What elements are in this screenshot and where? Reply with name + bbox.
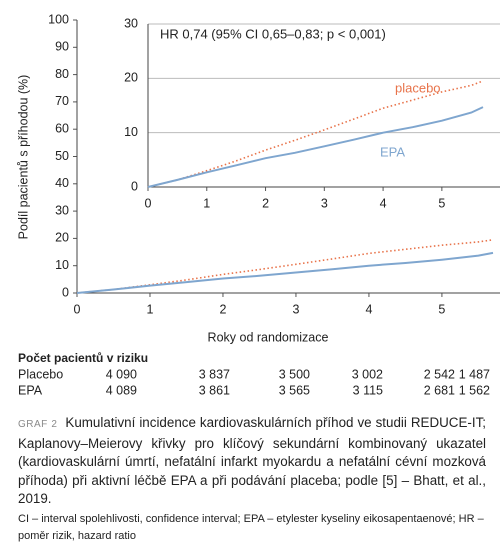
y-tick-label: 60	[55, 121, 69, 135]
footnote: CI – interval spolehlivosti, confidence …	[18, 513, 484, 542]
x-tick-label: 5	[438, 302, 445, 316]
x-tick-label: 4	[365, 302, 372, 316]
risk-cell: 1 562	[459, 383, 490, 397]
risk-cell: 3 565	[279, 383, 310, 397]
series-line	[147, 106, 484, 188]
y-axis-label: Podíl pacientů s příhodou (%)	[16, 75, 30, 240]
x-tick-label: 0	[145, 196, 152, 210]
risk-cell: 3 500	[279, 367, 310, 381]
y-tick-label: 30	[55, 203, 69, 217]
x-axis-label: Roky od randomizace	[208, 330, 329, 344]
x-tick-label: 1	[147, 302, 154, 316]
y-tick-label: 10	[55, 258, 69, 272]
y-tick-label: 80	[55, 67, 69, 81]
series-line	[76, 239, 494, 294]
risk-row-label: EPA	[18, 383, 43, 397]
y-tick-label: 100	[48, 12, 69, 26]
x-tick-label: 5	[438, 196, 445, 210]
caption-label: GRAF 2	[18, 419, 58, 430]
x-tick-label: 2	[262, 196, 269, 210]
annotation: HR 0,74 (95% CI 0,65–0,83; p < 0,001)	[160, 26, 386, 41]
y-tick-label: 50	[55, 149, 69, 163]
y-tick-label: 10	[124, 125, 138, 139]
risk-cell: 1 487	[459, 367, 490, 381]
x-tick-label: 0	[74, 302, 81, 316]
series-label: placebo	[395, 80, 441, 95]
risk-table-title: Počet pacientů v riziku	[18, 351, 148, 365]
chart: Podíl pacientů s příhodou (%) Roky od ra…	[16, 12, 500, 397]
y-tick-label: 20	[124, 71, 138, 85]
risk-cell: 4 090	[106, 367, 137, 381]
caption: GRAF 2 Kumulativní incidence kardiovaskul…	[18, 414, 486, 509]
risk-row-label: Placebo	[18, 367, 63, 381]
risk-cell: 3 861	[199, 383, 230, 397]
x-tick-label: 1	[203, 196, 210, 210]
series-line	[147, 80, 484, 188]
x-tick-label: 2	[219, 302, 226, 316]
x-tick-label: 3	[292, 302, 299, 316]
y-tick-label: 20	[55, 231, 69, 245]
risk-cell: 3 837	[199, 367, 230, 381]
risk-cell: 3 002	[352, 367, 383, 381]
series-line	[76, 251, 494, 294]
risk-cell: 4 089	[106, 383, 137, 397]
y-tick-label: 40	[55, 176, 69, 190]
y-tick-label: 30	[124, 16, 138, 30]
risk-cell: 2 542	[424, 367, 455, 381]
x-tick-label: 3	[321, 196, 328, 210]
y-tick-label: 0	[131, 179, 138, 193]
x-tick-label: 4	[380, 196, 387, 210]
y-tick-label: 70	[55, 94, 69, 108]
risk-cell: 3 115	[353, 383, 383, 397]
y-tick-label: 0	[62, 285, 69, 299]
caption-text: Kumulativní incidence kardiovaskulárních…	[18, 415, 486, 507]
risk-cell: 2 681	[424, 383, 455, 397]
series-label: EPA	[380, 144, 405, 159]
y-tick-label: 90	[55, 40, 69, 54]
